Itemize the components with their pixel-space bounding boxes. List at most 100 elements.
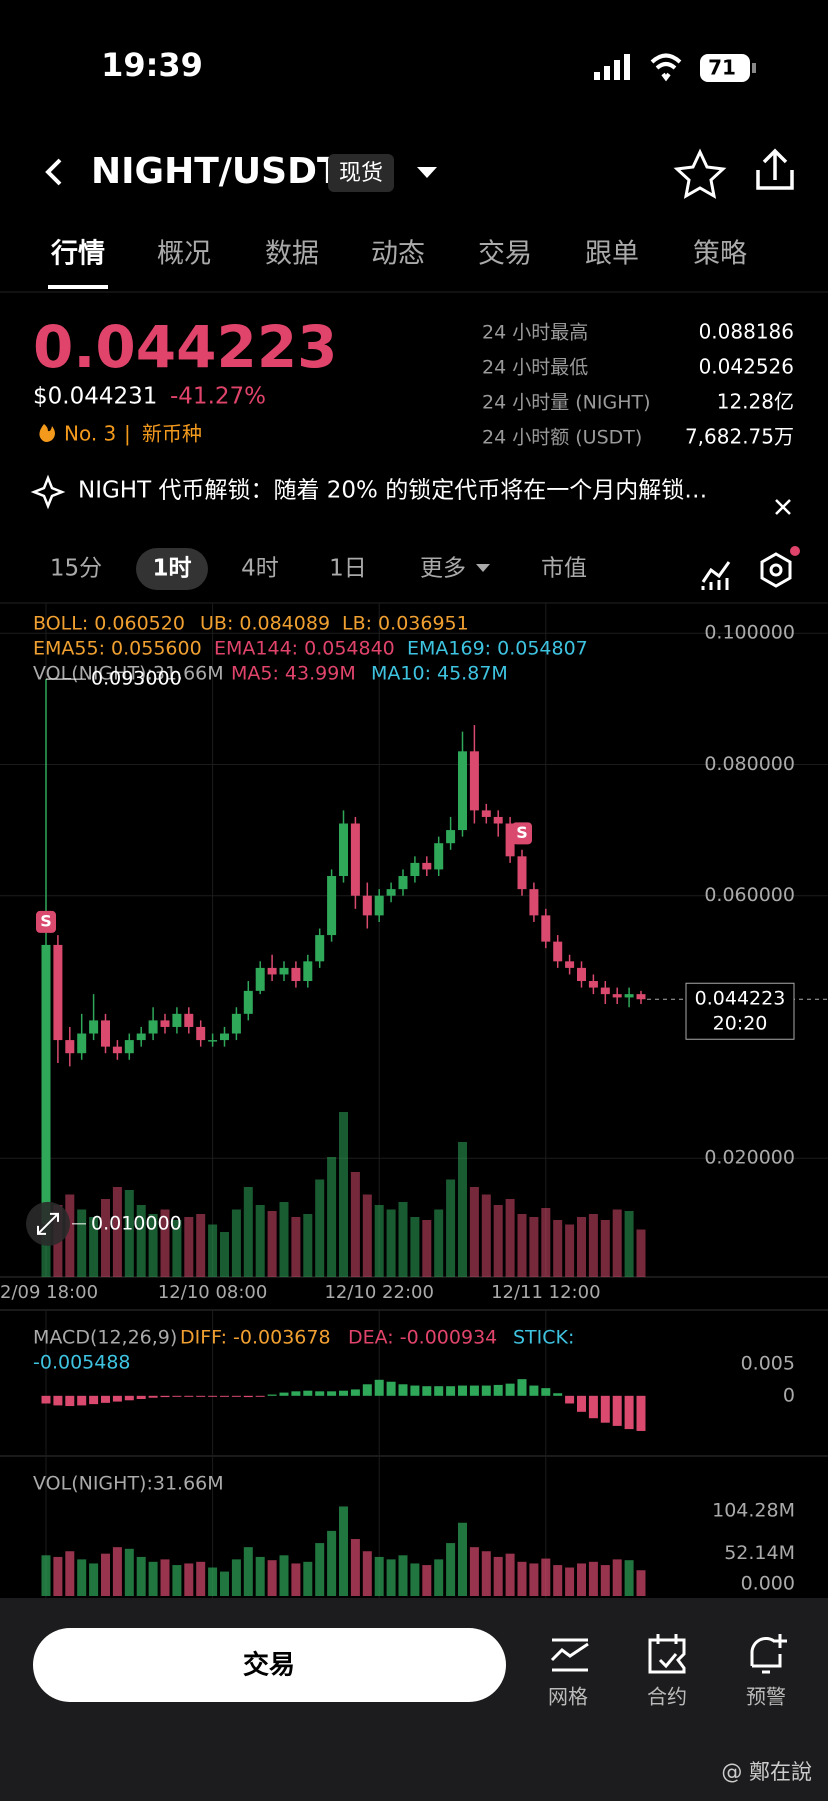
macd-stick-bar bbox=[184, 1395, 194, 1397]
volume-overlay-bar bbox=[208, 1224, 218, 1277]
volume-overlay-bar bbox=[160, 1209, 170, 1277]
indicator-boll: BOLL: 0.060520 bbox=[33, 613, 185, 635]
volume-bar bbox=[160, 1559, 170, 1596]
candle-body bbox=[220, 1033, 229, 1041]
volume-tick-label: 52.14M bbox=[724, 1542, 795, 1564]
macd-stick-bar bbox=[600, 1395, 610, 1423]
volume-overlay-bar bbox=[565, 1224, 575, 1277]
candle-body bbox=[374, 895, 384, 916]
candle-body bbox=[65, 1040, 75, 1054]
signal-label: S bbox=[516, 823, 528, 842]
candle-body bbox=[291, 967, 301, 982]
volume-bar bbox=[327, 1530, 337, 1596]
notice[interactable]: NIGHT 代币解锁：随着 20% 的锁定代币将在一个月内解锁… bbox=[78, 478, 707, 504]
macd-stick: -0.005488 bbox=[33, 1352, 131, 1374]
volume-bar bbox=[541, 1558, 551, 1596]
candle-body bbox=[148, 1020, 158, 1034]
candle-body bbox=[458, 751, 467, 831]
candle-body bbox=[208, 1040, 218, 1042]
volume-bar bbox=[291, 1563, 301, 1596]
share-button[interactable] bbox=[756, 148, 794, 190]
macd-stick-bar bbox=[446, 1386, 456, 1396]
candle-body bbox=[255, 967, 265, 991]
volume-overlay-bar bbox=[410, 1217, 420, 1277]
volume-overlay-bar bbox=[279, 1202, 289, 1277]
stats: 24 小时最高 0.088186 24 小时最低 0.042526 24 小时量 (NI… bbox=[482, 320, 794, 449]
macd-stick-bar bbox=[101, 1395, 110, 1403]
close-notice[interactable] bbox=[775, 499, 791, 515]
volume-bar bbox=[220, 1571, 229, 1596]
contract-icon[interactable] bbox=[648, 1634, 686, 1674]
volume-title: VOL(NIGHT):31.66M bbox=[33, 1473, 224, 1495]
x-tick-label: 12/10 08:00 bbox=[158, 1282, 267, 1303]
volume-bar bbox=[41, 1555, 51, 1596]
interval[interactable]: 市值 bbox=[541, 556, 587, 582]
volume-bar bbox=[196, 1561, 206, 1596]
volume-bar bbox=[77, 1559, 87, 1596]
expand-icon bbox=[37, 1212, 59, 1235]
interval[interactable]: 1日 bbox=[329, 556, 367, 582]
stat-label: 24 小时量 (NIGHT) bbox=[482, 392, 651, 414]
interval[interactable]: 更多 bbox=[420, 556, 466, 582]
back-button[interactable] bbox=[45, 158, 62, 186]
y-tick-label: 0.020000 bbox=[704, 1147, 795, 1169]
volume-overlay-bar bbox=[101, 1199, 110, 1277]
candle-body bbox=[327, 876, 337, 936]
indicator-button[interactable] bbox=[701, 561, 731, 590]
tab[interactable]: 策略 bbox=[693, 239, 747, 270]
volume-bar bbox=[398, 1555, 408, 1596]
last-price: 0.044223 bbox=[33, 313, 338, 381]
stat-value: 7,682.75万 bbox=[685, 425, 794, 449]
volume-overlay-bar bbox=[553, 1220, 563, 1277]
grid-icon[interactable] bbox=[550, 1638, 589, 1672]
macd-stick-bar bbox=[458, 1385, 467, 1396]
volume-bar bbox=[469, 1547, 479, 1596]
macd-stick-bar bbox=[172, 1395, 182, 1397]
tab-underline bbox=[48, 285, 108, 289]
stat-label: 24 小时最高 bbox=[482, 322, 588, 344]
settings-button[interactable] bbox=[760, 552, 792, 588]
candle-body bbox=[434, 843, 444, 870]
volume-overlay-bar bbox=[362, 1194, 372, 1277]
stat-value: 0.042526 bbox=[699, 355, 794, 379]
action-label[interactable]: 合约 bbox=[647, 1685, 687, 1709]
volume-bar bbox=[374, 1556, 384, 1596]
volume-bar bbox=[553, 1565, 563, 1596]
tab[interactable]: 数据 bbox=[265, 239, 319, 270]
macd-stick-bar bbox=[303, 1390, 313, 1396]
macd-stick-bar bbox=[255, 1395, 265, 1397]
tab[interactable]: 动态 bbox=[371, 239, 425, 270]
pair-dropdown[interactable] bbox=[417, 167, 437, 178]
low-label: 0.010000 bbox=[91, 1212, 182, 1234]
action-label[interactable]: 网格 bbox=[548, 1685, 588, 1709]
pair-name: NIGHT/USDT bbox=[91, 151, 342, 192]
tab[interactable]: 概况 bbox=[157, 239, 211, 270]
candle-body bbox=[529, 889, 539, 916]
volume-overlay-bar bbox=[291, 1217, 301, 1277]
favorite-button[interactable] bbox=[673, 148, 727, 199]
x-tick-label: 2/09 18:00 bbox=[0, 1282, 98, 1303]
tab[interactable]: 行情 bbox=[50, 238, 105, 270]
tab[interactable]: 交易 bbox=[478, 239, 532, 270]
interval[interactable]: 1时 bbox=[152, 556, 191, 582]
candle-body bbox=[422, 862, 432, 870]
interval[interactable]: 15分 bbox=[50, 556, 102, 582]
alert-icon[interactable] bbox=[750, 1634, 787, 1674]
volume-bar bbox=[422, 1565, 432, 1596]
tab[interactable]: 跟单 bbox=[585, 239, 639, 270]
volume-overlay-bar bbox=[231, 1209, 241, 1277]
macd-stick-bar bbox=[422, 1386, 432, 1396]
trade-button[interactable] bbox=[33, 1628, 506, 1702]
volume-bar bbox=[279, 1555, 289, 1596]
macd-stick-bar bbox=[565, 1395, 575, 1404]
signal-marker bbox=[36, 910, 56, 933]
volume-bar bbox=[136, 1556, 146, 1596]
action-label[interactable]: 预警 bbox=[746, 1685, 786, 1709]
candle-body bbox=[279, 967, 289, 975]
battery-icon bbox=[700, 54, 750, 82]
volume-overlay-bar bbox=[267, 1211, 277, 1277]
interval[interactable]: 4时 bbox=[241, 556, 279, 582]
candle-body bbox=[101, 1020, 110, 1047]
stat-value: 0.088186 bbox=[699, 320, 794, 344]
stat-value: 12.28亿 bbox=[717, 390, 794, 414]
